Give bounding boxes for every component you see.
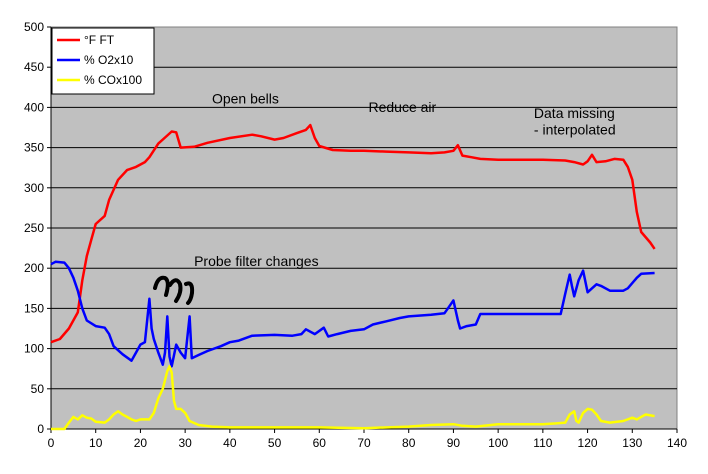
x-tick-label-10: 10: [89, 436, 103, 450]
filter-mark-2: [168, 278, 183, 303]
y-tick-label-450: 450: [24, 60, 44, 74]
x-tick-label-40: 40: [223, 436, 237, 450]
annotation-4: - interpolated: [534, 122, 616, 138]
x-tick-label-100: 100: [488, 436, 508, 450]
y-tick-label-250: 250: [24, 221, 44, 235]
filter-mark-3: [184, 281, 195, 305]
y-tick-label-100: 100: [24, 342, 44, 356]
legend-label-1: °F FT: [84, 33, 115, 47]
series-line-3: [51, 365, 655, 431]
y-tick-label-200: 200: [24, 261, 44, 275]
x-tick-label-120: 120: [578, 436, 598, 450]
y-axis-tick-labels: 0 50 100 150 200 250 300 350 400 450 500: [24, 20, 44, 436]
x-tick-label-130: 130: [622, 436, 642, 450]
y-tick-label-500: 500: [24, 20, 44, 34]
annotation-2: Reduce air: [368, 99, 436, 115]
series-line-2: [50, 260, 655, 368]
filter-mark-1: [153, 275, 170, 297]
y-tick-label-350: 350: [24, 141, 44, 155]
y-tick-label-0: 0: [37, 422, 44, 436]
x-tick-label-0: 0: [48, 436, 55, 450]
y-tick-label-300: 300: [24, 181, 44, 195]
x-tick-label-110: 110: [533, 436, 552, 450]
x-tick-label-80: 80: [402, 436, 416, 450]
legend-label-3: % COx100: [84, 73, 142, 87]
annotations: Open bells Reduce air Data missing- interp…: [194, 90, 616, 268]
x-tick-label-20: 20: [134, 436, 148, 450]
series-line-1: [50, 123, 656, 344]
legend-label-2: % O2x10: [84, 53, 134, 67]
annotation-1: Open bells: [212, 90, 279, 106]
x-tick-label-90: 90: [447, 436, 461, 450]
y-tick-label-150: 150: [24, 301, 44, 315]
y-tick-label-50: 50: [31, 382, 45, 396]
probe-filter-change-marks: [153, 275, 195, 305]
series-lines: [50, 123, 656, 431]
x-axis-tick-labels: 0 10 20 30 40 50 60 70 80 90 100 110 120 130 140: [48, 429, 687, 450]
annotation-3: Data missing: [534, 105, 615, 121]
x-tick-label-70: 70: [357, 436, 371, 450]
annotation-5: Probe filter changes: [194, 253, 319, 269]
y-tick-label-400: 400: [24, 100, 44, 114]
x-tick-label-140: 140: [667, 436, 687, 450]
x-tick-label-50: 50: [268, 436, 282, 450]
x-tick-label-30: 30: [178, 436, 192, 450]
x-tick-label-60: 60: [313, 436, 327, 450]
legend: °F FT % O2x10 % COx100: [51, 27, 155, 95]
